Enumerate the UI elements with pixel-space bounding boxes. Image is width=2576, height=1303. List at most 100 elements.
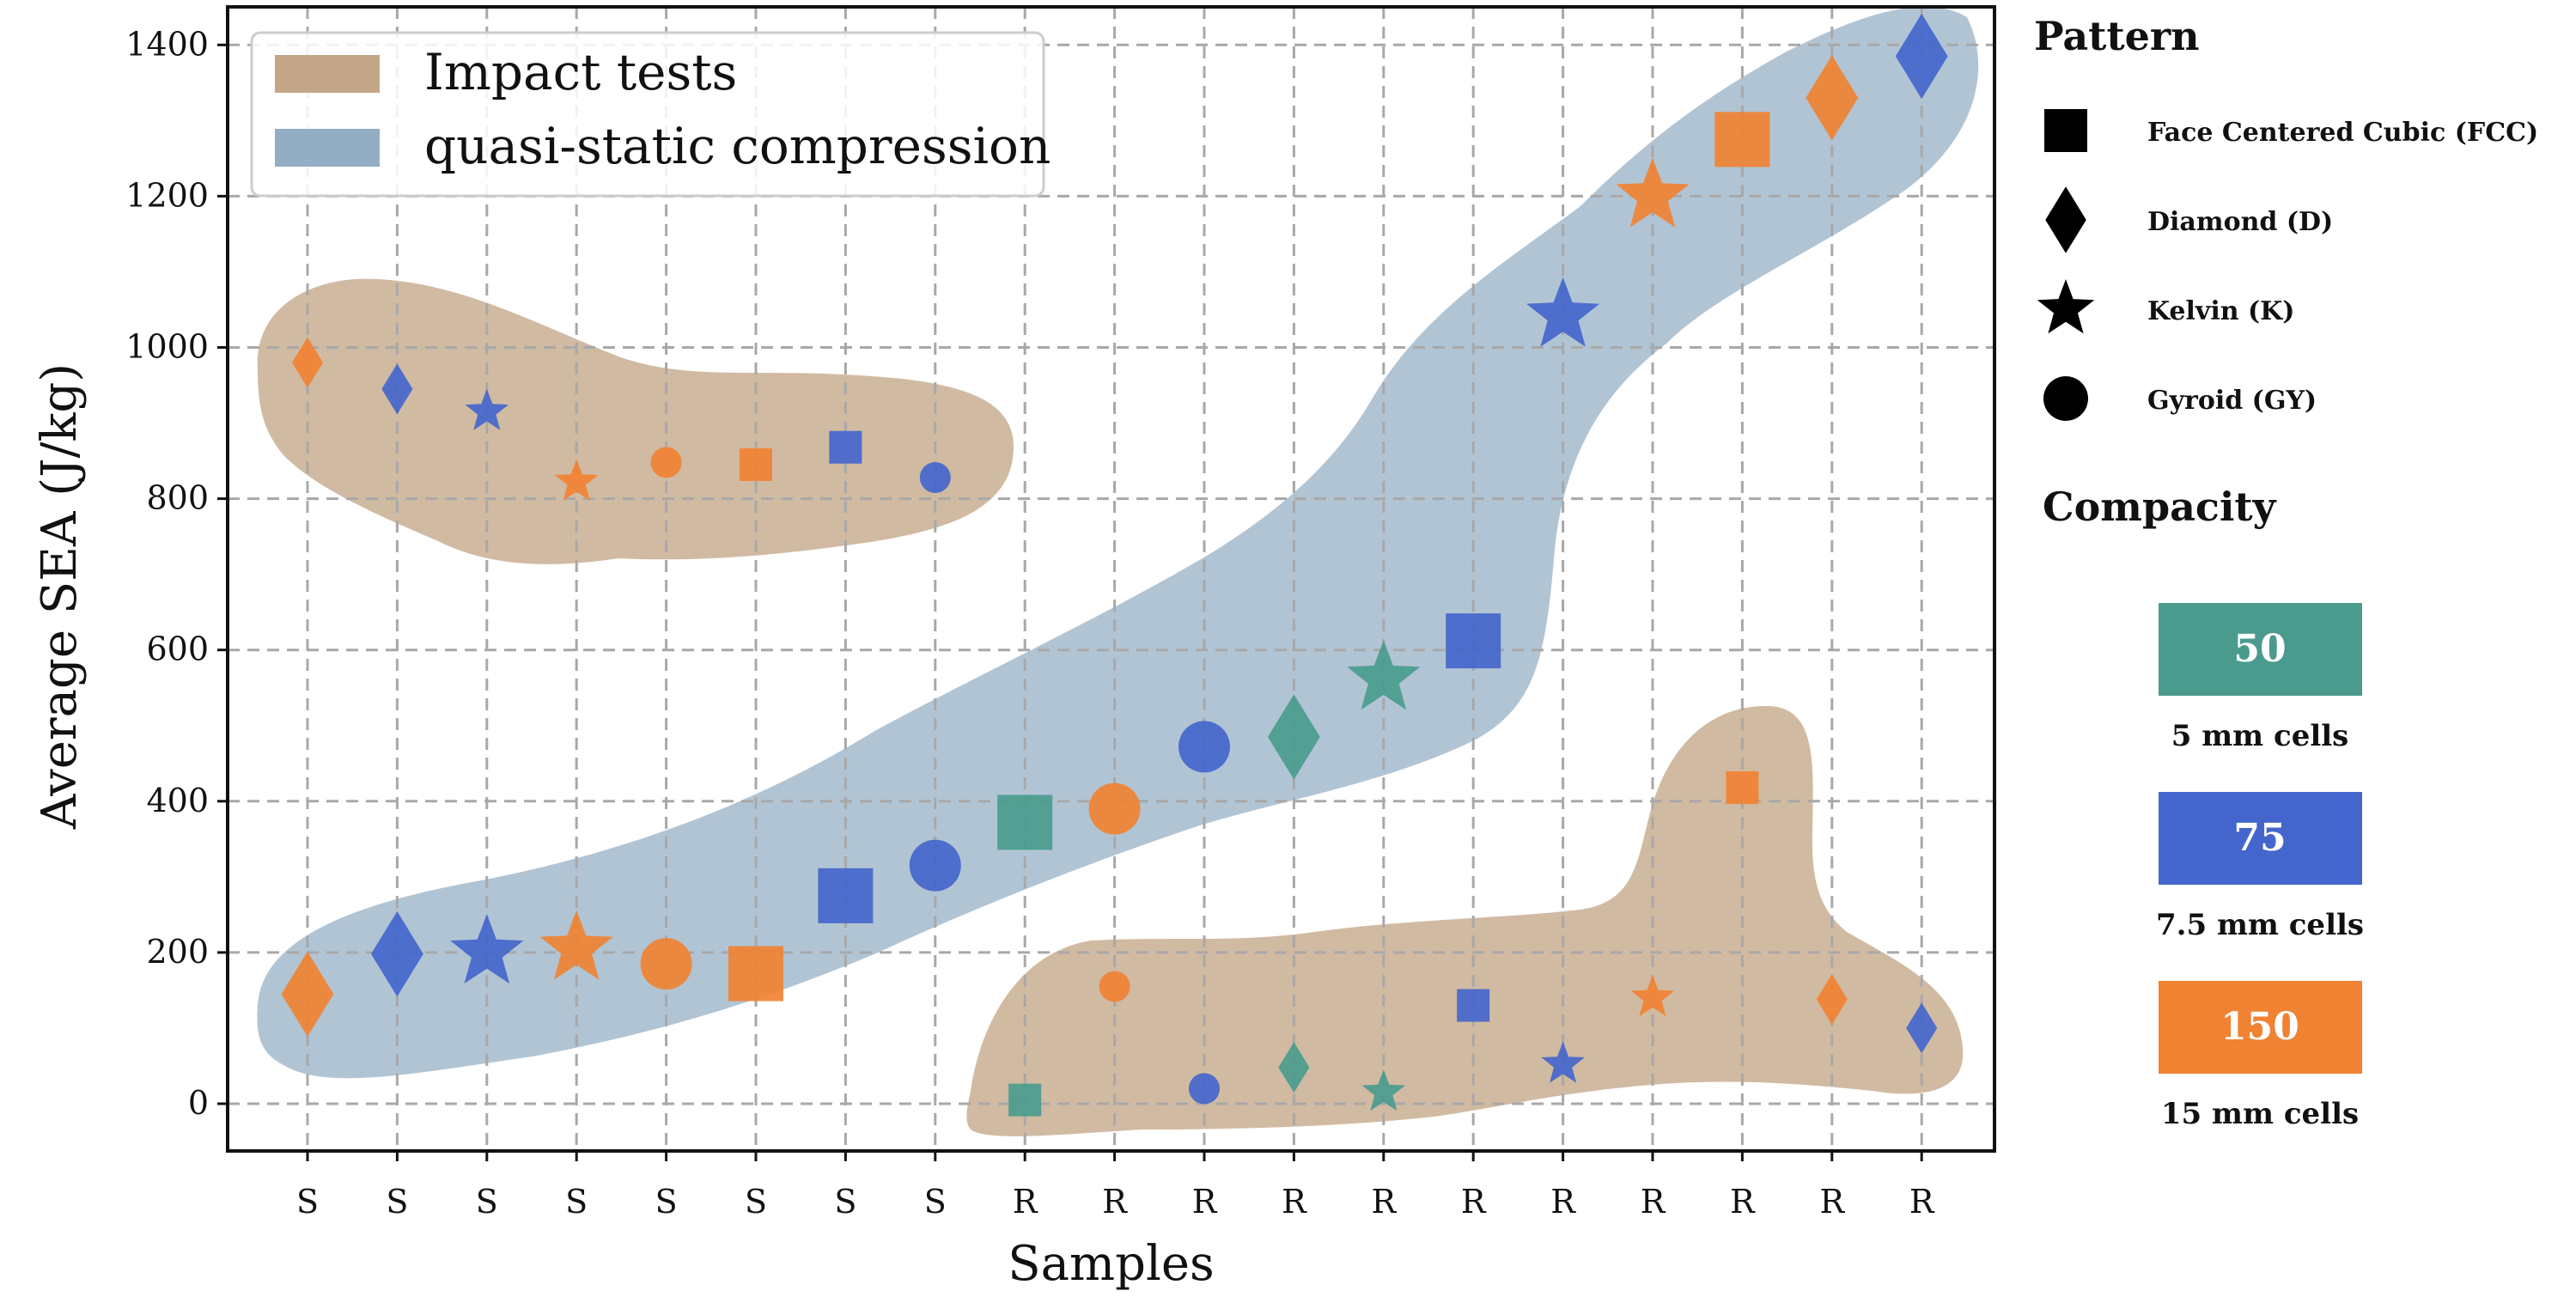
compacity-caption: 7.5 mm cells — [2156, 908, 2364, 942]
quasi-static-point-circle — [640, 938, 692, 990]
impact-point-star — [1361, 1069, 1406, 1111]
x-tick-label: R — [1550, 1183, 1576, 1221]
x-tick-label: S — [924, 1183, 947, 1221]
x-tick-label: R — [1819, 1183, 1845, 1221]
pattern-legend-title: Pattern — [2034, 13, 2200, 59]
impact-point-diamond — [1906, 1002, 1938, 1054]
impact-point-star — [465, 388, 509, 430]
compacity-swatch — [2159, 603, 2362, 696]
quasi-static-point-star — [539, 910, 613, 980]
compacity-value: 50 — [2233, 627, 2286, 671]
compacity-value: 150 — [2220, 1005, 2299, 1049]
impact-point-diamond — [291, 337, 324, 388]
impact-point-square — [1726, 770, 1759, 804]
impact-point-diamond — [1816, 974, 1848, 1025]
impact-point-diamond — [381, 363, 413, 415]
impact-point-star — [1630, 975, 1675, 1017]
x-tick-label: R — [1102, 1183, 1128, 1221]
quasi-static-point-diamond — [1806, 55, 1859, 141]
y-tick-label: 1200 — [125, 176, 209, 214]
pattern-icon-circle — [2043, 376, 2088, 421]
x-tick-label: S — [386, 1183, 408, 1221]
side-legend: Pattern Face Centered Cubic (FCC) Diamond … — [2034, 13, 2538, 1131]
compacity-swatch — [2159, 981, 2362, 1074]
compacity-value: 75 — [2233, 816, 2286, 860]
quasi-static-point-star — [1526, 277, 1600, 347]
x-tick-label: S — [565, 1183, 588, 1221]
quasi-static-point-square — [1446, 613, 1501, 669]
y-axis-label: Average SEA (J/kg) — [32, 363, 88, 830]
axis-layer: 0 200 400 600 800 1000 1200 1400 S S S S S S S S R R R R R R R… — [32, 5, 1996, 1292]
quasi-static-point-diamond — [1268, 694, 1320, 780]
x-tick-label: R — [1192, 1183, 1218, 1221]
impact-region-r — [966, 705, 1964, 1136]
compacity-legend-title: Compacity — [2043, 484, 2277, 530]
x-tick-label: S — [476, 1183, 498, 1221]
x-tick-label: S — [834, 1183, 856, 1221]
pattern-legend-label: Face Centered Cubic (FCC) — [2147, 118, 2538, 148]
pattern-icon-square — [2044, 109, 2087, 152]
legend-label: Impact tests — [424, 43, 737, 101]
quasi-static-point-square — [997, 795, 1053, 850]
impact-point-circle — [650, 447, 682, 478]
quasi-static-point-star — [1347, 640, 1421, 710]
x-tick-label: R — [1371, 1183, 1397, 1221]
legend-swatch-impact — [275, 55, 380, 93]
legend: Impact tests quasi-static compression — [250, 31, 1050, 198]
x-tick-label: R — [1013, 1183, 1038, 1221]
y-tick-label: 1400 — [125, 25, 209, 63]
impact-point-square — [829, 430, 862, 464]
quasi-static-point-diamond — [1895, 13, 1948, 100]
y-tick-label: 400 — [146, 782, 209, 819]
impact-region-s — [257, 278, 1014, 564]
quasi-static-point-star — [450, 914, 524, 984]
compacity-caption: 15 mm cells — [2161, 1097, 2359, 1131]
quasi-static-point-square — [728, 946, 783, 1002]
impact-point-star — [1541, 1041, 1585, 1083]
x-tick-label: S — [296, 1183, 319, 1221]
impact-point-circle — [919, 461, 951, 493]
quasi-static-point-star — [1616, 157, 1690, 228]
y-tick-label: 800 — [146, 479, 209, 517]
compacity-caption: 5 mm cells — [2171, 719, 2349, 753]
y-tick-label: 600 — [146, 630, 209, 668]
pattern-legend-label: Gyroid (GY) — [2147, 386, 2317, 416]
x-tick-label: R — [1641, 1183, 1666, 1221]
y-tick-label: 200 — [146, 933, 209, 971]
impact-point-circle — [1189, 1073, 1220, 1105]
pattern-icon-star — [2037, 279, 2095, 334]
quasi-static-point-circle — [1088, 782, 1141, 835]
impact-point-circle — [1099, 971, 1130, 1002]
quasi-static-point-square — [818, 868, 874, 923]
pattern-legend-label: Diamond (D) — [2147, 207, 2333, 237]
legend-box — [250, 31, 1045, 198]
impact-point-square — [740, 448, 772, 481]
x-tick-label: R — [1461, 1183, 1487, 1221]
x-axis-label: Samples — [1008, 1236, 1215, 1292]
y-tick-label: 0 — [188, 1084, 209, 1122]
x-tick-label: S — [745, 1183, 767, 1221]
impact-point-star — [554, 459, 599, 501]
legend-label: quasi-static compression — [424, 117, 1050, 175]
quasi-static-region — [257, 6, 1979, 1079]
compacity-swatch — [2159, 792, 2362, 885]
plot-frame — [226, 5, 1996, 1153]
region-layer — [257, 6, 1979, 1136]
impact-point-square — [1457, 989, 1490, 1022]
pattern-icon-diamond — [2045, 186, 2086, 253]
quasi-static-point-diamond — [281, 951, 334, 1037]
impact-point-square — [1008, 1083, 1042, 1117]
quasi-static-point-square — [1714, 112, 1770, 167]
impact-point-diamond — [1278, 1042, 1310, 1093]
marker-layer — [281, 13, 1948, 1117]
quasi-static-point-diamond — [371, 911, 423, 997]
quasi-static-point-circle — [909, 839, 961, 892]
pattern-legend-label: Kelvin (K) — [2147, 296, 2294, 326]
legend-swatch-quasi-static — [275, 129, 380, 167]
y-tick-label: 1000 — [125, 328, 209, 366]
x-tick-label: S — [655, 1183, 678, 1221]
x-tick-label: R — [1730, 1183, 1756, 1221]
quasi-static-point-circle — [1178, 721, 1230, 773]
x-tick-label: R — [1909, 1183, 1935, 1221]
